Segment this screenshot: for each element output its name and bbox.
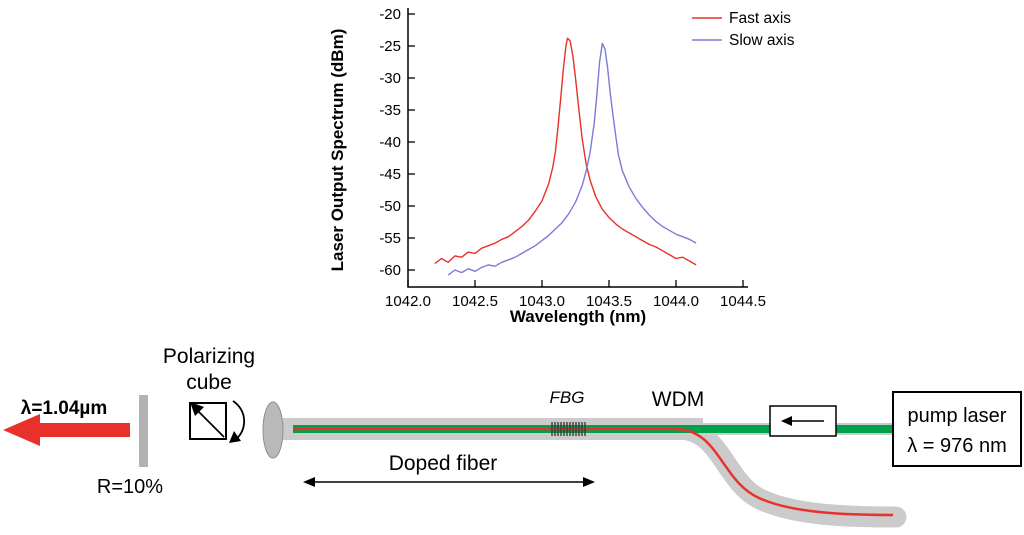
y-tick-label: -25 xyxy=(379,38,401,55)
output-wavelength-label: λ=1.04µm xyxy=(21,398,107,419)
cube-arrowhead-icon xyxy=(190,402,204,416)
polarizing-cube-label-line1: Polarizing xyxy=(163,345,255,368)
laser-setup-diagram: pump laser λ = 976 nm λ=1.04µm R=10% Pol… xyxy=(3,345,1022,528)
pump-wavelength-label: λ = 976 nm xyxy=(907,435,1007,457)
pump-laser-box xyxy=(892,391,1022,467)
x-tick-label: 1043.0 xyxy=(519,293,565,310)
y-tick-label: -60 xyxy=(379,262,401,279)
fbg-grating xyxy=(551,422,586,436)
x-axis-ticks: 1042.0 1042.5 1043.0 1043.5 1044.0 1044.5 xyxy=(385,280,766,310)
slow-axis-curve xyxy=(447,42,697,276)
y-axis-ticks: -20 -25 -30 -35 -40 -45 -50 -55 -60 xyxy=(379,6,415,279)
chart-legend: Fast axis Slow axis xyxy=(692,10,795,49)
output-mirror xyxy=(139,395,148,467)
spectrum-chart: -20 -25 -30 -35 -40 -45 -50 -55 -60 1042.0 1042.5… xyxy=(328,6,795,326)
fast-axis-curve xyxy=(434,37,697,266)
y-axis-label: Laser Output Spectrum (dBm) xyxy=(328,29,347,272)
y-tick-label: -55 xyxy=(379,230,401,247)
wdm-label: WDM xyxy=(652,388,704,411)
legend-slow-axis-label: Slow axis xyxy=(729,32,795,49)
legend-fast-axis-label: Fast axis xyxy=(729,10,791,27)
y-tick-label: -45 xyxy=(379,166,401,183)
x-tick-label: 1044.5 xyxy=(720,293,766,310)
y-tick-label: -40 xyxy=(379,134,401,151)
x-axis-label: Wavelength (nm) xyxy=(510,307,646,326)
x-tick-label: 1043.5 xyxy=(586,293,632,310)
fbg-label: FBG xyxy=(550,388,585,407)
collimating-lens xyxy=(262,401,284,459)
polarizing-cube xyxy=(189,402,227,440)
x-tick-label: 1042.0 xyxy=(385,293,431,310)
pump-fiber-curve-cladding xyxy=(667,418,907,528)
pump-laser-label: pump laser xyxy=(908,405,1007,427)
y-tick-label: -50 xyxy=(379,198,401,215)
mirror-reflectivity-label: R=10% xyxy=(97,476,163,498)
x-tick-label: 1042.5 xyxy=(452,293,498,310)
chart-curves xyxy=(434,37,697,276)
polarizing-cube-label-line2: cube xyxy=(186,371,232,394)
isolator-box xyxy=(769,405,837,437)
y-tick-label: -20 xyxy=(379,6,401,23)
rotation-arrowhead-icon xyxy=(229,431,241,443)
doped-fiber-label: Doped fiber xyxy=(389,452,498,475)
chart-axes xyxy=(407,8,748,288)
output-beam-arrow xyxy=(3,414,130,446)
y-tick-label: -30 xyxy=(379,70,401,87)
y-tick-label: -35 xyxy=(379,102,401,119)
doped-fiber-extent-arrow xyxy=(303,477,595,487)
signal-fiber-curve xyxy=(674,427,894,517)
x-tick-label: 1044.0 xyxy=(653,293,699,310)
